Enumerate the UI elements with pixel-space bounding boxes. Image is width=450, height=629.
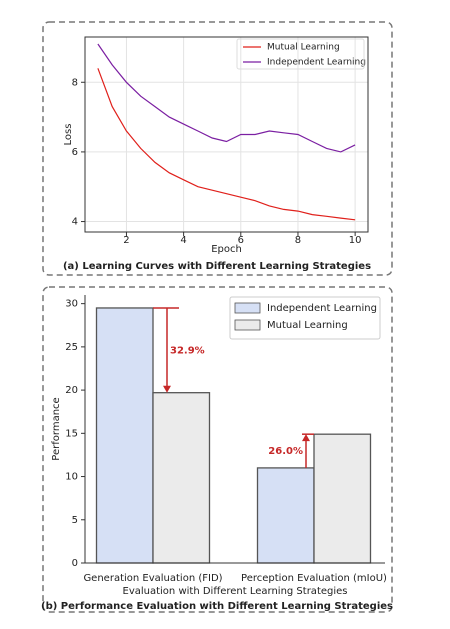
bar	[256, 467, 315, 564]
y-axis-label: Loss	[63, 124, 74, 146]
y-tick-label: 10	[65, 472, 78, 483]
legend-label: Independent Learning	[267, 303, 377, 314]
legend-swatch	[234, 319, 261, 331]
x-tick-label: 10	[349, 235, 362, 246]
y-tick-label: 20	[65, 385, 78, 396]
y-tick-label: 8	[72, 77, 78, 88]
annotation-label: 32.9%	[170, 345, 205, 356]
y-tick-label: 30	[65, 299, 78, 310]
x-tick-label: 4	[180, 235, 186, 246]
y-tick-label: 15	[65, 428, 78, 439]
x-tick-label: Generation Evaluation (FID)	[83, 573, 222, 584]
x-axis-label: Evaluation with Different Learning Strat…	[123, 586, 348, 597]
annotation-arrowhead	[302, 434, 310, 442]
annotation-arrowhead	[163, 385, 171, 393]
y-tick-label: 0	[72, 558, 78, 569]
bar	[313, 433, 372, 564]
panel-caption: (b) Performance Evaluation with Differen…	[41, 601, 393, 612]
panel-frame	[42, 21, 393, 276]
legend-label: Mutual Learning	[267, 43, 340, 53]
legend-label: Independent Learning	[267, 58, 366, 68]
y-tick-label: 25	[65, 342, 78, 353]
y-tick-label: 5	[72, 515, 78, 526]
panel-caption: (a) Learning Curves with Different Learn…	[63, 261, 371, 272]
panel-frame	[42, 286, 393, 613]
x-tick-label: Perception Evaluation (mIoU)	[241, 573, 387, 584]
bar	[95, 307, 154, 564]
x-tick-label: 6	[238, 235, 244, 246]
legend-swatch	[234, 302, 261, 314]
x-tick-label: 2	[123, 235, 129, 246]
legend-frame	[236, 38, 365, 70]
x-axis-label: Epoch	[211, 244, 242, 255]
y-axis-label: Performance	[51, 397, 62, 460]
y-tick-label: 4	[72, 217, 78, 228]
legend-frame	[229, 296, 381, 340]
legend-label: Mutual Learning	[267, 320, 348, 331]
x-tick-label: 8	[295, 235, 301, 246]
bar	[152, 392, 211, 564]
plot-frame	[84, 36, 369, 233]
y-tick-label: 6	[72, 147, 78, 158]
line-series	[97, 68, 356, 221]
annotation-label: 26.0%	[268, 446, 303, 457]
line-series	[97, 43, 356, 153]
